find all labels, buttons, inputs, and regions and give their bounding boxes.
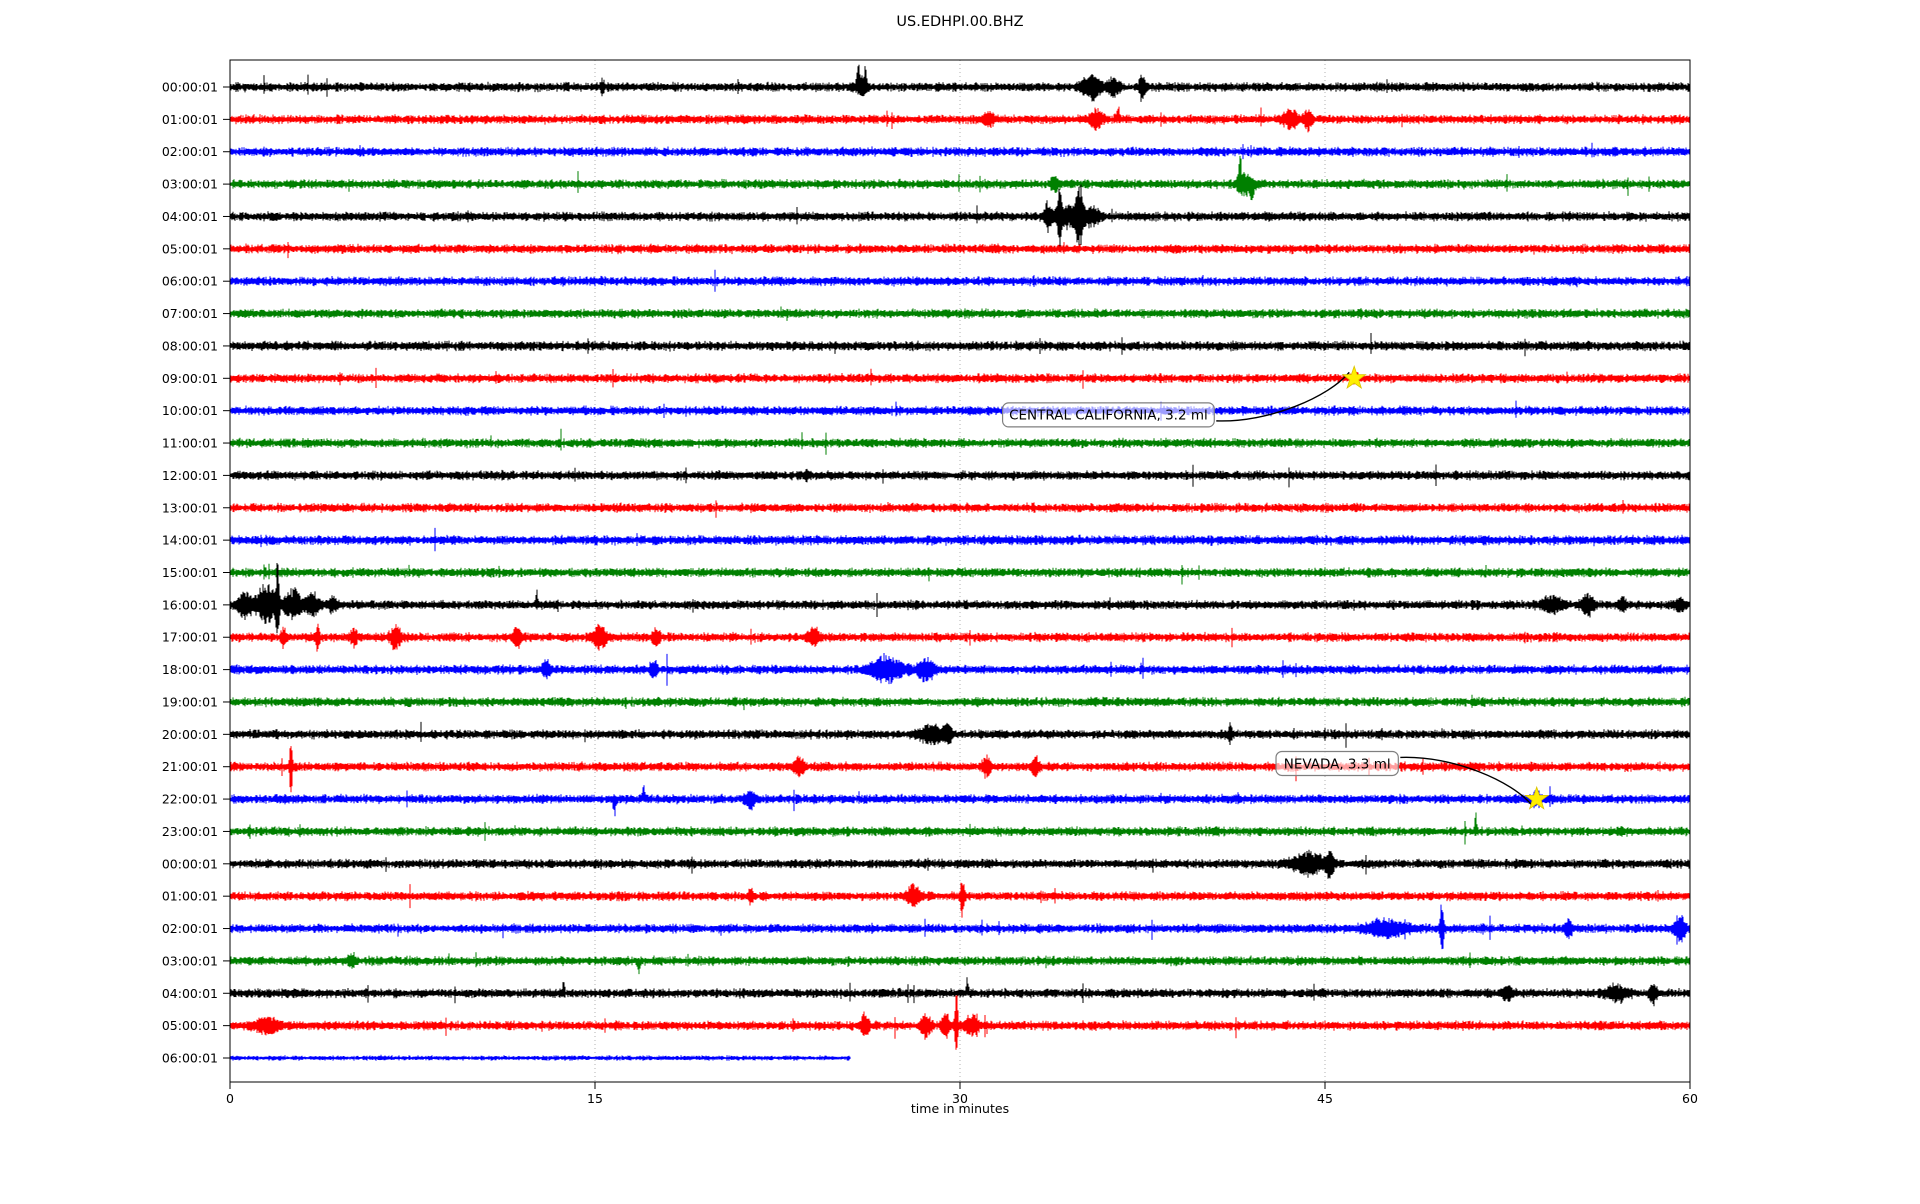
trace-label-row-11: 11:00:01 bbox=[162, 436, 218, 451]
trace-label-row-29: 05:00:01 bbox=[162, 1018, 218, 1033]
trace-row-26 bbox=[230, 904, 1691, 950]
trace-label-row-25: 01:00:01 bbox=[162, 889, 218, 904]
x-tick-label-30: 30 bbox=[952, 1091, 968, 1106]
x-tick-label-15: 15 bbox=[587, 1091, 603, 1106]
trace-row-1 bbox=[230, 106, 1691, 133]
plot-title: US.EDHPI.00.BHZ bbox=[896, 14, 1024, 30]
trace-row-6 bbox=[230, 269, 1691, 292]
trace-label-row-20: 20:00:01 bbox=[162, 727, 218, 742]
trace-label-row-10: 10:00:01 bbox=[162, 403, 218, 418]
trace-row-16 bbox=[230, 563, 1691, 634]
trace-row-19 bbox=[230, 694, 1691, 711]
trace-label-row-17: 17:00:01 bbox=[162, 630, 218, 645]
annotation-arrow-1 bbox=[1400, 756, 1533, 806]
annotation-box-0 bbox=[1001, 402, 1215, 428]
trace-row-4 bbox=[230, 184, 1691, 252]
trace-row-22 bbox=[230, 785, 1691, 817]
trace-row-11 bbox=[230, 428, 1691, 455]
trace-row-7 bbox=[230, 306, 1691, 321]
trace-label-row-22: 22:00:01 bbox=[162, 792, 218, 807]
trace-row-30 bbox=[230, 1054, 851, 1061]
trace-label-row-13: 13:00:01 bbox=[162, 500, 218, 515]
trace-label-row-15: 15:00:01 bbox=[162, 565, 218, 580]
x-tick-label-45: 45 bbox=[1317, 1091, 1333, 1106]
trace-row-24 bbox=[230, 849, 1691, 879]
trace-label-row-21: 21:00:01 bbox=[162, 759, 218, 774]
annotation-arrow-0 bbox=[1216, 371, 1350, 422]
trace-label-row-16: 16:00:01 bbox=[162, 597, 218, 612]
trace-label-row-26: 02:00:01 bbox=[162, 921, 218, 936]
x-tick-label-60: 60 bbox=[1682, 1091, 1698, 1106]
trace-row-13 bbox=[230, 500, 1691, 518]
x-axis-label: time in minutes bbox=[910, 1101, 1010, 1116]
trace-row-14 bbox=[230, 527, 1691, 552]
trace-label-row-3: 03:00:01 bbox=[162, 177, 218, 192]
trace-row-3 bbox=[230, 155, 1691, 201]
trace-label-row-8: 08:00:01 bbox=[162, 338, 218, 353]
trace-label-row-23: 23:00:01 bbox=[162, 824, 218, 839]
trace-label-row-24: 00:00:01 bbox=[162, 856, 218, 871]
trace-row-15 bbox=[230, 563, 1691, 585]
trace-label-row-14: 14:00:01 bbox=[162, 533, 218, 548]
trace-row-28 bbox=[230, 977, 1691, 1007]
trace-label-row-6: 06:00:01 bbox=[162, 274, 218, 289]
trace-label-row-5: 05:00:01 bbox=[162, 241, 218, 256]
trace-label-row-1: 01:00:01 bbox=[162, 112, 218, 127]
trace-label-row-2: 02:00:01 bbox=[162, 144, 218, 159]
annotation-text-1: NEVADA, 3.3 ml bbox=[1284, 756, 1391, 772]
trace-label-row-19: 19:00:01 bbox=[162, 694, 218, 709]
annotation-text-0: CENTRAL CALIFORNIA, 3.2 ml bbox=[1009, 408, 1208, 424]
trace-row-17 bbox=[230, 623, 1691, 652]
trace-row-10 bbox=[230, 400, 1691, 421]
trace-label-row-4: 04:00:01 bbox=[162, 209, 218, 224]
trace-row-25 bbox=[230, 882, 1691, 918]
trace-row-27 bbox=[230, 952, 1691, 975]
trace-row-9 bbox=[230, 367, 1691, 389]
trace-row-23 bbox=[230, 812, 1691, 845]
trace-label-row-0: 00:00:01 bbox=[162, 80, 218, 95]
trace-label-row-28: 04:00:01 bbox=[162, 986, 218, 1001]
trace-label-row-12: 12:00:01 bbox=[162, 468, 218, 483]
trace-row-12 bbox=[230, 464, 1691, 488]
trace-label-row-7: 07:00:01 bbox=[162, 306, 218, 321]
trace-row-5 bbox=[230, 242, 1691, 259]
trace-label-row-30: 06:00:01 bbox=[162, 1051, 218, 1066]
trace-row-20 bbox=[230, 721, 1691, 748]
event-star-icon-0 bbox=[1341, 365, 1367, 390]
trace-row-2 bbox=[230, 142, 1691, 160]
event-star-icon-1 bbox=[1524, 785, 1550, 810]
trace-row-29 bbox=[230, 995, 1691, 1050]
trace-row-8 bbox=[230, 333, 1691, 357]
trace-label-row-9: 09:00:01 bbox=[162, 371, 218, 386]
trace-row-18 bbox=[230, 653, 1691, 686]
x-tick-label-0: 0 bbox=[226, 1091, 234, 1106]
trace-label-row-18: 18:00:01 bbox=[162, 662, 218, 677]
trace-row-0 bbox=[230, 64, 1691, 102]
annotation-box-1 bbox=[1275, 750, 1399, 777]
trace-label-row-27: 03:00:01 bbox=[162, 953, 218, 968]
